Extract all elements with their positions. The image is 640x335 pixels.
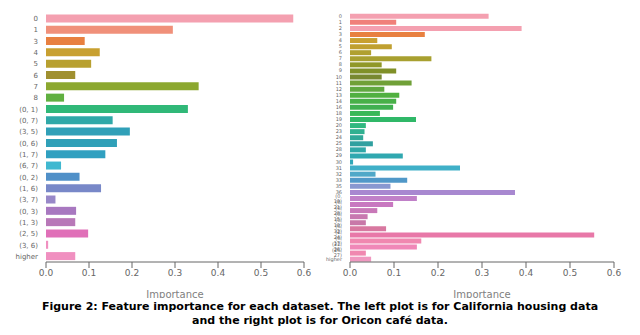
svg-text:(3, 7): (3, 7) xyxy=(19,196,38,204)
svg-text:higher: higher xyxy=(326,256,343,263)
svg-text:0.2: 0.2 xyxy=(125,268,139,278)
svg-text:(2, 5): (2, 5) xyxy=(19,230,38,238)
svg-text:0.3: 0.3 xyxy=(475,268,489,278)
svg-text:(1, 3): (1, 3) xyxy=(19,219,38,227)
svg-text:8: 8 xyxy=(34,94,38,102)
svg-text:0.2: 0.2 xyxy=(431,268,445,278)
svg-text:6: 6 xyxy=(34,72,39,80)
svg-text:0.5: 0.5 xyxy=(254,268,268,278)
svg-text:(0, 6): (0, 6) xyxy=(19,140,38,148)
svg-text:5: 5 xyxy=(34,60,38,68)
svg-text:0: 0 xyxy=(34,15,38,23)
svg-text:0.0: 0.0 xyxy=(343,268,358,278)
svg-text:higher: higher xyxy=(16,253,39,261)
svg-text:(3, 5): (3, 5) xyxy=(19,128,38,136)
svg-text:Importance: Importance xyxy=(453,289,510,298)
svg-text:(1, 7): (1, 7) xyxy=(19,151,38,159)
svg-text:(3, 6): (3, 6) xyxy=(19,242,38,250)
svg-text:Importance: Importance xyxy=(146,289,203,298)
svg-text:4: 4 xyxy=(34,49,39,57)
svg-text:0.4: 0.4 xyxy=(211,268,226,278)
svg-text:0.5: 0.5 xyxy=(563,268,577,278)
svg-text:1: 1 xyxy=(34,26,38,34)
svg-text:3: 3 xyxy=(34,38,38,46)
svg-text:0.0: 0.0 xyxy=(39,268,54,278)
svg-text:7: 7 xyxy=(34,83,38,91)
svg-text:0.6: 0.6 xyxy=(607,268,622,278)
svg-text:0.1: 0.1 xyxy=(82,268,96,278)
svg-text:0.1: 0.1 xyxy=(387,268,401,278)
svg-text:(0, 7): (0, 7) xyxy=(19,117,38,125)
svg-text:0.3: 0.3 xyxy=(168,268,182,278)
svg-text:(0, 1): (0, 1) xyxy=(19,106,38,114)
svg-text:0.6: 0.6 xyxy=(297,268,312,278)
svg-text:(0, 2): (0, 2) xyxy=(19,174,38,182)
svg-text:(0, 3): (0, 3) xyxy=(19,208,38,216)
svg-text:(6, 7): (6, 7) xyxy=(19,162,38,170)
svg-text:(1, 6): (1, 6) xyxy=(19,185,38,193)
svg-text:0.4: 0.4 xyxy=(519,268,534,278)
